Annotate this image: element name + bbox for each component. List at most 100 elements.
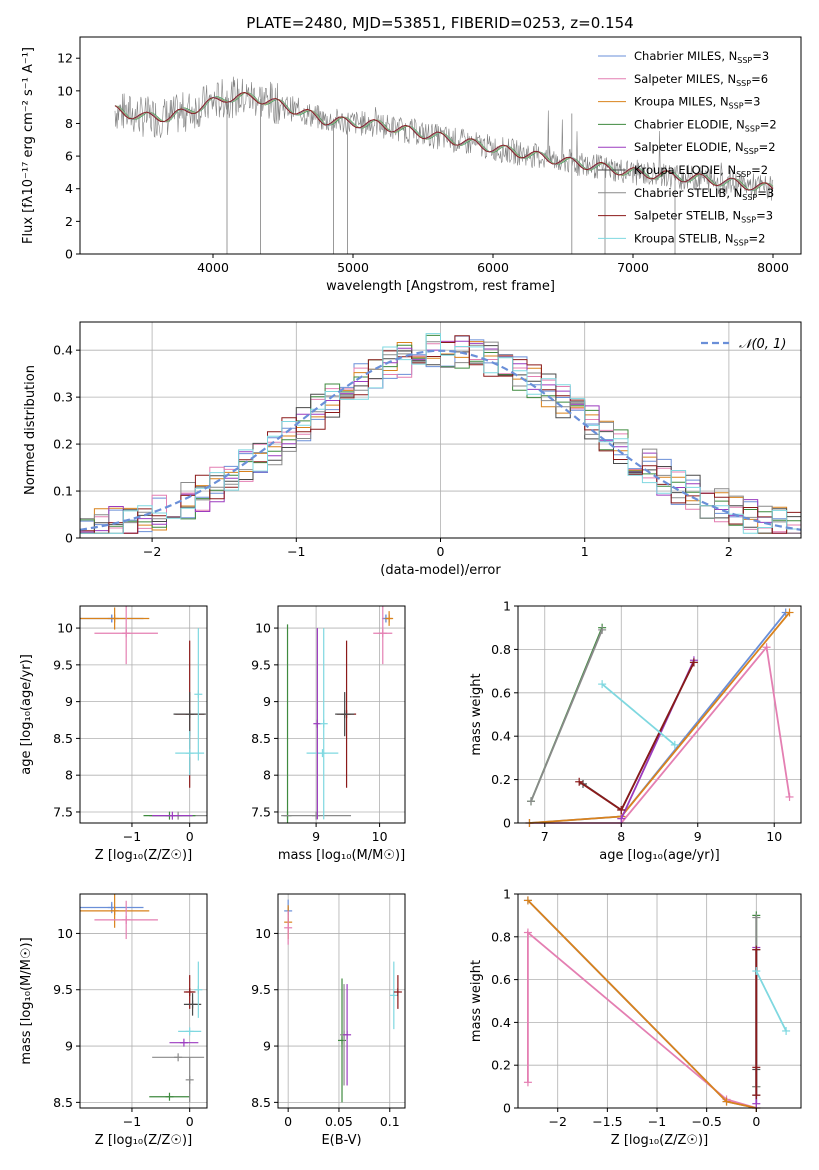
legend-sub: SSP	[744, 147, 759, 156]
legend-label-7: Salpeter STELIB, NSSP=3	[634, 209, 773, 225]
massweight-vs-age-xtick-label: 8	[617, 829, 625, 844]
legend-name: Chabrier MILES, N	[634, 49, 737, 63]
residuals-ytick-label: 0.2	[53, 437, 73, 452]
spectrum-panel: 4000 5000 6000 7000 8000 0 2 4 6 8 10 12 wavelength …	[21, 36, 802, 294]
age-vs-mass-axes-frame	[277, 605, 406, 824]
spectrum-xtick-label: 5000	[337, 260, 369, 275]
massweight-vs-age-series-2	[529, 611, 791, 824]
mass-vs-ebv-marks	[284, 899, 402, 1103]
residuals-ytick-label: 0	[65, 531, 73, 546]
age-vs-Z-ytick-label: 9	[65, 694, 73, 709]
age-vs-mass-xtick-label: 9	[312, 829, 320, 844]
age-vs-mass-ytick-label: 8	[263, 768, 271, 783]
massweight-vs-Z-ytick-label: 0	[503, 1101, 511, 1116]
age-vs-Z-frame: −1 0 7.5 8 8.5 9 9.5 10 Z [log₁₀(Z/Z☉)] age [log₁…	[19, 605, 208, 863]
legend-name: Salpeter MILES, N	[634, 72, 736, 86]
mass-vs-Z-ytick-label: 9.5	[53, 982, 73, 997]
residuals-marks	[79, 333, 802, 534]
massweight-vs-Z-xtick-label: 0	[752, 1114, 760, 1129]
massweight-vs-age-xtick-label: 9	[694, 829, 702, 844]
age-vs-Z-xlabel: Z [log₁₀(Z/Z☉)]	[95, 848, 192, 863]
age-vs-mass-ytick-label: 8.5	[251, 731, 271, 746]
mass-vs-Z-ytick-label: 9	[65, 1039, 73, 1054]
legend-name: Chabrier STELIB, N	[634, 186, 742, 200]
legend-label-4: Salpeter ELODIE, NSSP=2	[634, 140, 776, 156]
age-vs-mass-frame: 9 10 7.5 8 8.5 9 9.5 10 mass [log₁₀(M/M☉)]	[251, 605, 406, 863]
spectrum-ytick-label: 2	[65, 214, 73, 229]
legend-label-0: Chabrier MILES, NSSP=3	[634, 49, 769, 65]
massweight-vs-age-ytick-label: 1	[503, 599, 511, 614]
spectrum-xtick-label: 7000	[617, 260, 649, 275]
massweight-vs-Z-frame: −2 −1.5 −1 −0.5 0 0 0.2 0.4 0.6 0.8 1 Z [log₁₀(Z/Z☉…	[469, 887, 802, 1148]
normal-legend-label: 𝒩(0, 1)	[739, 337, 786, 352]
mass-vs-ebv-ytick-label: 9	[263, 1039, 271, 1054]
legend-count: =2	[759, 140, 776, 154]
spectrum-marks	[114, 76, 774, 254]
residuals-xtick-label: 0	[437, 544, 445, 559]
spectrum-ytick-label: 10	[57, 83, 73, 98]
massweight-vs-age-xtick-label: 10	[766, 829, 782, 844]
mass-vs-Z-ytick-label: 8.5	[53, 1095, 73, 1110]
legend-label-2: Kroupa MILES, NSSP=3	[634, 95, 760, 111]
age-vs-mass-marks	[281, 606, 394, 823]
legend-count: =6	[751, 72, 768, 86]
mass-vs-Z-axes-frame	[79, 893, 208, 1109]
legend-count: =3	[756, 209, 773, 223]
legend-sub: SSP	[729, 102, 744, 111]
age-vs-Z-xtick-label: −1	[123, 829, 141, 844]
residual-histogram-8	[80, 333, 801, 534]
mass-vs-Z-frame: −1 0 8.5 9 9.5 10 Z [log₁₀(Z/Z☉)] mass [log₁₀(M…	[19, 893, 208, 1148]
age-vs-mass-ytick-label: 9.5	[251, 657, 271, 672]
legend-sub: SSP	[736, 170, 751, 179]
residuals-ytick-label: 0.3	[53, 390, 73, 405]
spectrum-xtick-label: 8000	[757, 260, 789, 275]
legend-count: =3	[752, 49, 769, 63]
massweight-vs-age-panel: 7 8 9 10 0 0.2 0.4 0.6 0.8 1 age [log₁₀(age/yr)] ma…	[469, 599, 802, 863]
massweight-vs-Z-ytick-label: 0.4	[491, 1015, 511, 1030]
age-vs-Z-panel: −1 0 7.5 8 8.5 9 9.5 10 Z [log₁₀(Z/Z☉)] age [log₁…	[19, 605, 208, 863]
massweight-vs-Z-series-8	[755, 970, 787, 1032]
massweight-vs-Z-series-0	[527, 899, 757, 1109]
normal-distribution-curve	[79, 349, 802, 531]
mass-vs-Z-xtick-label: 0	[186, 1114, 194, 1129]
age-vs-Z-ylabel: age [log₁₀(age/yr)]	[19, 654, 34, 775]
massweight-vs-age-xtick-label: 7	[541, 829, 549, 844]
legend-count: =2	[749, 231, 766, 245]
massweight-vs-Z-xtick-label: −2	[549, 1114, 567, 1129]
residuals-xtick-label: −2	[143, 544, 161, 559]
mass-vs-ebv-ytick-label: 10	[255, 926, 271, 941]
age-vs-Z-ytick-label: 9.5	[53, 657, 73, 672]
age-vs-mass-ytick-label: 10	[255, 621, 271, 636]
massweight-vs-age-ylabel: mass weight	[469, 673, 484, 755]
mass-vs-Z-xlabel: Z [log₁₀(Z/Z☉)]	[95, 1133, 192, 1148]
mass-vs-ebv-xtick-label: 0.05	[325, 1114, 353, 1129]
legend-sub: SSP	[734, 238, 749, 247]
age-vs-mass-xtick-label: 10	[372, 829, 388, 844]
massweight-vs-Z-ytick-label: 0.6	[491, 972, 511, 987]
legend-name: Salpeter STELIB, N	[634, 209, 741, 223]
model-spectrum-7	[114, 92, 774, 191]
spectrum-ytick-label: 0	[65, 247, 73, 262]
spectrum-xlabel: wavelength [Angstrom, rest frame]	[326, 279, 555, 294]
age-vs-Z-axes-frame	[79, 605, 208, 824]
legend-name: Salpeter ELODIE, N	[634, 140, 744, 154]
residuals-xlabel: (data-model)/error	[380, 563, 501, 578]
legend-sub: SSP	[737, 56, 752, 65]
spectrum-ytick-label: 12	[57, 51, 73, 66]
residuals-xtick-label: 2	[725, 544, 733, 559]
mass-vs-ebv-axes-frame	[277, 893, 406, 1109]
spectrum-xtick-label: 6000	[477, 260, 509, 275]
age-vs-mass-ytick-label: 7.5	[251, 804, 271, 819]
massweight-vs-Z-ylabel: mass weight	[469, 960, 484, 1042]
mass-vs-Z-ylabel: mass [log₁₀(M/M☉)]	[19, 937, 34, 1064]
massweight-vs-Z-series-2	[527, 899, 757, 1109]
legend-count: =2	[760, 117, 777, 131]
mass-vs-ebv-frame: 0 0.05 0.1 8.5 9 9.5 10 E(B-V)	[251, 893, 406, 1148]
massweight-vs-Z-xtick-label: −1.5	[592, 1114, 622, 1129]
residuals-panel: −2 −1 0 1 2 0 0.1 0.2 0.3 0.4 (data-model)/error No…	[23, 321, 802, 578]
massweight-vs-age-marks	[525, 608, 794, 827]
massweight-vs-age-ytick-label: 0.6	[491, 685, 511, 700]
residuals-ylabel: Normed distribution	[23, 365, 38, 495]
